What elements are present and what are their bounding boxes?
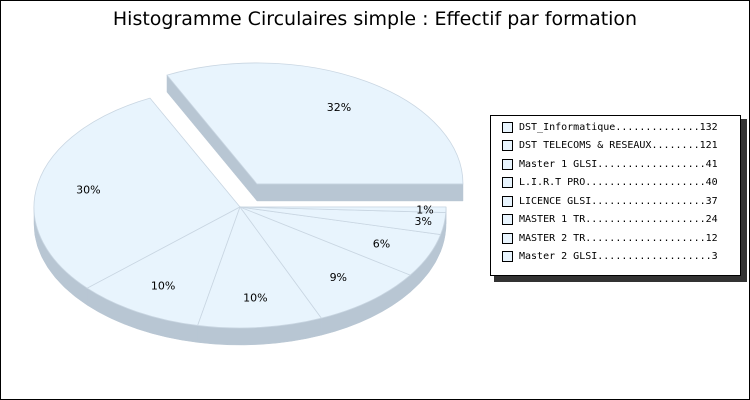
legend-item-dst-telecoms-reseaux: DST TELECOMS & RESEAUX........121: [491, 137, 740, 156]
legend-label: LICENCE GLSI...................37: [519, 195, 718, 207]
legend-swatch: [502, 195, 513, 207]
legend-label: MASTER 1 TR....................24: [519, 214, 718, 226]
slice-label-dst-telecoms-reseaux: 30%: [76, 184, 100, 197]
legend-label: DST TELECOMS & RESEAUX........121: [519, 140, 718, 152]
slice-licence-glsi: [238, 206, 412, 319]
legend-label: Master 2 GLSI...................3: [519, 251, 718, 263]
legend-swatch: [502, 251, 513, 263]
legend-swatch: [502, 158, 513, 170]
legend: DST_Informatique..............132 DST TEL…: [490, 115, 741, 276]
legend-swatch: [502, 177, 513, 189]
slice-label-l-i-r-t-pro: 10%: [243, 291, 267, 304]
slice-label-dst-informatique: 32%: [327, 101, 351, 114]
legend-swatch: [502, 140, 513, 152]
slice-l-i-r-t-pro: [197, 206, 323, 329]
slice-dst-informatique: [166, 62, 464, 185]
legend-item-licence-glsi: LICENCE GLSI...................37: [491, 192, 740, 211]
legend-item-master-1-tr: MASTER 1 TR....................24: [491, 211, 740, 230]
legend-label: MASTER 2 TR....................12: [519, 232, 718, 244]
chart-title: Histogramme Circulaires simple : Effecti…: [112, 8, 638, 30]
slice-label-licence-glsi: 9%: [330, 271, 347, 284]
legend-item-dst-informatique: DST_Informatique..............132: [491, 118, 740, 137]
legend-label: DST_Informatique..............132: [519, 121, 718, 133]
slice-master-2-glsi: [239, 206, 447, 213]
legend-label: L.I.R.T PRO....................40: [519, 177, 718, 189]
legend-label: Master 1 GLSI..................41: [519, 158, 718, 170]
legend-item-master-2-tr: MASTER 2 TR....................12: [491, 229, 740, 248]
legend-swatch: [502, 232, 513, 244]
legend-swatch: [502, 121, 513, 133]
slice-label-master-1-tr: 6%: [373, 237, 390, 250]
slice-label-master-1-glsi: 10%: [151, 280, 175, 293]
legend-item-master-1-glsi: Master 1 GLSI..................41: [491, 155, 740, 174]
slice-master-1-glsi: [86, 206, 241, 326]
slice-dst-telecoms-reseaux: [33, 97, 241, 289]
slice-label-master-2-tr: 3%: [415, 215, 432, 228]
legend-item-l-i-r-t-pro: L.I.R.T PRO....................40: [491, 174, 740, 193]
slice-cut-dst-informatique: [256, 183, 464, 202]
legend-swatch: [502, 214, 513, 226]
legend-item-master-2-glsi: Master 2 GLSI...................3: [491, 248, 740, 267]
slice-label-master-2-glsi: 1%: [416, 203, 433, 216]
